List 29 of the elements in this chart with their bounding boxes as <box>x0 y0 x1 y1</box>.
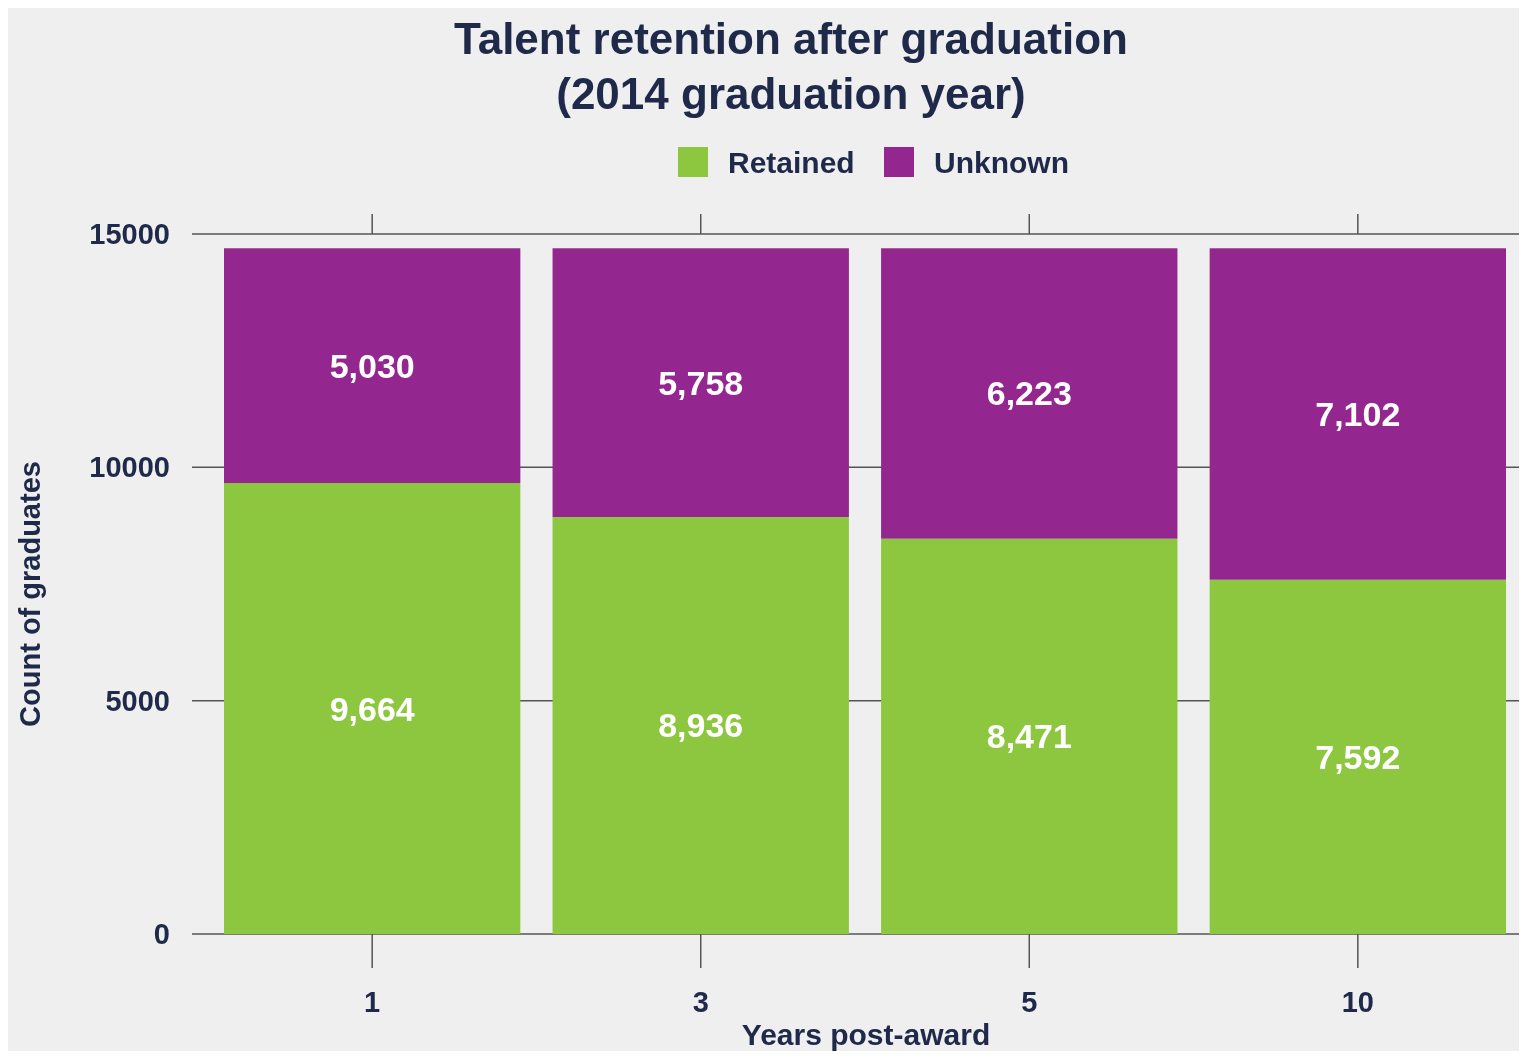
x-tick-label: 1 <box>364 986 381 1018</box>
bar <box>224 483 521 934</box>
bar <box>881 538 1178 934</box>
bar <box>224 248 521 484</box>
legend-label: Unknown <box>934 146 1069 179</box>
data-label: 7,102 <box>1315 394 1401 433</box>
bar <box>1209 248 1506 580</box>
bar <box>1209 579 1506 934</box>
data-label: 9,664 <box>329 689 415 728</box>
y-tick-label: 15000 <box>89 218 170 250</box>
bar <box>552 516 849 934</box>
data-label: 5,030 <box>329 346 415 385</box>
y-tick-label: 0 <box>153 918 170 950</box>
data-label: 6,223 <box>986 374 1072 413</box>
legend-label: Retained <box>728 146 855 179</box>
chart-title: Talent retention after graduation (2014 graduation year) <box>454 14 1128 118</box>
data-label: 5,758 <box>658 363 744 402</box>
x-tick-label: 5 <box>1021 986 1038 1018</box>
y-axis-title: Count of graduates <box>14 461 46 727</box>
y-tick-label: 10000 <box>89 451 170 484</box>
data-label: 8,471 <box>986 717 1072 756</box>
bar <box>552 248 849 517</box>
data-label: 8,936 <box>658 706 744 745</box>
y-tick-label: 5000 <box>105 684 170 717</box>
x-tick-label: 10 <box>1341 986 1374 1018</box>
x-axis-title: Years post-award <box>741 1018 991 1051</box>
x-tick-label: 3 <box>692 986 709 1018</box>
data-label: 7,592 <box>1315 737 1401 776</box>
bar <box>881 248 1178 539</box>
